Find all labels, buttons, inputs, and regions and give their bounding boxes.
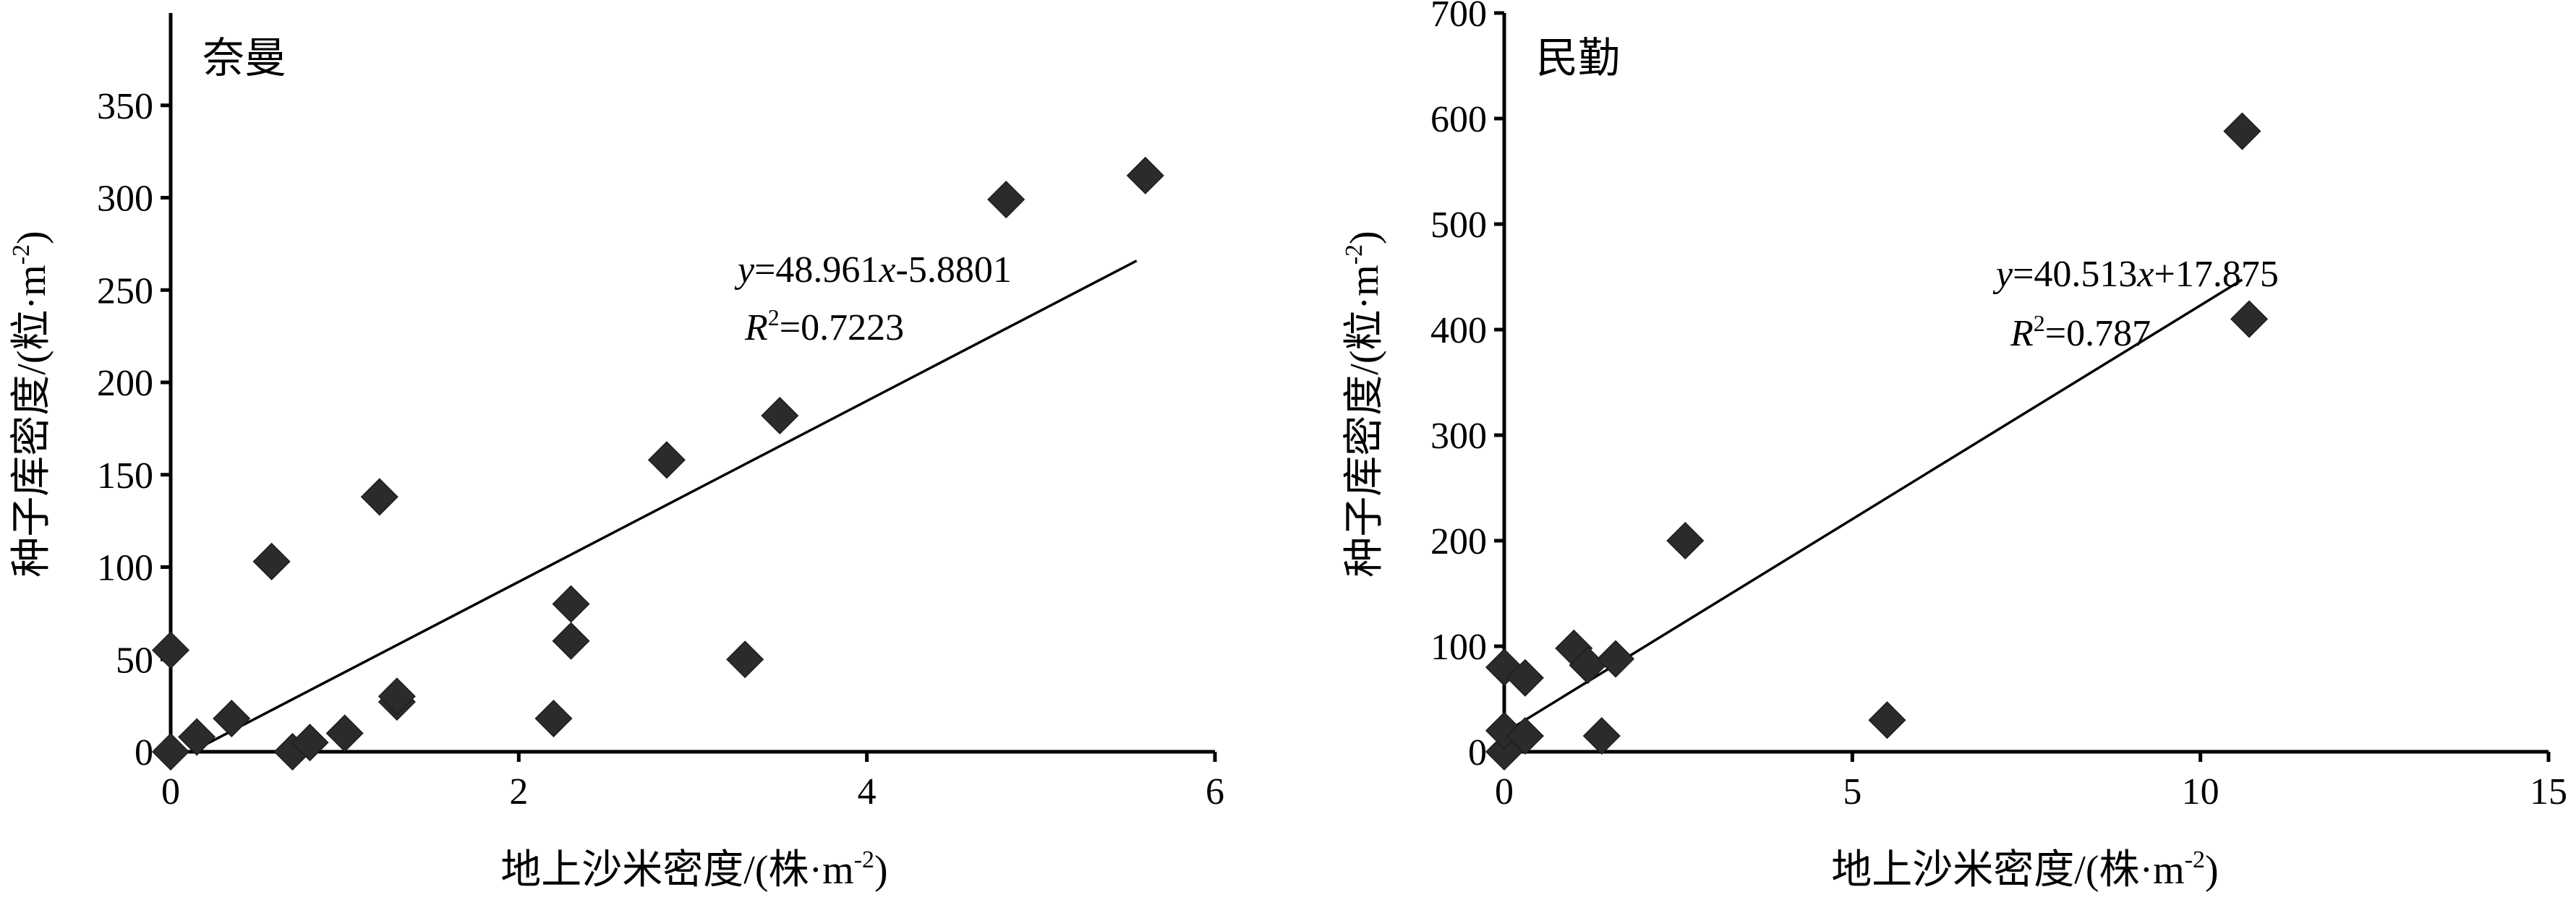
chart-1-y-tick-label: 50 <box>116 640 153 681</box>
chart-2-y-tick-label: 500 <box>1430 205 1487 246</box>
chart-2-x-tick-label: 0 <box>1495 771 1514 812</box>
chart-1-data-point <box>360 478 398 516</box>
chart-2-y-axis-title-sup: -2 <box>1341 244 1368 265</box>
chart-1-data-point <box>151 732 190 771</box>
chart-1-title: 奈曼 <box>202 35 286 82</box>
chart-1-data-point <box>1126 156 1164 194</box>
chart-1-y-tick-label: 100 <box>97 548 153 589</box>
chart-1-data-point <box>378 677 416 716</box>
chart-1-x-axis-title-sup: -2 <box>854 846 874 873</box>
chart-2-data-point <box>1582 717 1621 755</box>
chart-2-y-tick-label: 700 <box>1430 0 1487 35</box>
chart-1-data-point <box>726 640 764 679</box>
chart-2: 0 100 200 300 400 500 600 700 0 5 10 15 民勤地上沙米密度/(株·… <box>1341 0 2567 893</box>
chart-2-y-tick-label: 400 <box>1430 310 1487 351</box>
chart-2-data-point <box>1666 521 1705 560</box>
chart-1-y-tick-label: 0 <box>135 732 153 773</box>
chart-1-y-axis-title-tail: ) <box>9 231 54 244</box>
chart-1-y-tick-label: 250 <box>97 270 153 312</box>
chart-1-y-tick-label: 300 <box>97 179 153 220</box>
chart-1-data-point <box>151 631 190 669</box>
chart-2-r-squared: R2=0.787 <box>2010 310 2151 354</box>
chart-1-data-point <box>552 622 590 660</box>
chart-1-data-point <box>534 699 573 738</box>
chart-1-r2-value: =0.7223 <box>780 307 904 348</box>
chart-2-x-axis-title-tail: ) <box>2205 848 2219 893</box>
chart-2-data-point <box>1485 711 1524 750</box>
chart-1-r2-r: R <box>744 307 768 348</box>
chart-1-regression-equation: y=48.961x-5.8801 <box>734 249 1012 291</box>
chart-1-x-axis-title-tail: ) <box>874 848 888 893</box>
chart-2-y-tick-label: 100 <box>1430 627 1487 668</box>
chart-2-y-axis-title: 种子库密度/(粒·m-2) <box>1341 231 1387 577</box>
chart-2-eq-y: y <box>1992 254 2013 295</box>
chart-1-data-point <box>761 396 799 435</box>
chart-1-y-tick-label: 200 <box>97 363 153 404</box>
chart-2-data-point <box>2230 300 2269 338</box>
chart-2-data-point <box>1596 640 1635 678</box>
chart-2-x-axis-title: 地上沙米密度/(株·m-2) <box>1831 846 2218 893</box>
chart-2-eq-intercept: +17.875 <box>2154 254 2279 295</box>
chart-2-eq-x: x <box>2136 254 2154 295</box>
chart-1-eq-intercept: -5.8801 <box>896 249 1012 291</box>
chart-2-x-tick-label: 15 <box>2530 771 2567 812</box>
chart-2-eq-coef: =40.513 <box>2013 254 2137 295</box>
chart-1-r-squared: R2=0.7223 <box>744 304 904 348</box>
chart-2-data-point <box>1506 659 1544 697</box>
chart-2-y-tick-label: 200 <box>1430 521 1487 562</box>
chart-1-x-axis-title: 地上沙米密度/(株·m-2) <box>500 846 887 893</box>
chart-2-y-axis-title-main: 种子库密度/(粒·m <box>1342 265 1387 577</box>
chart-2-x-tick-label: 5 <box>1843 771 1861 812</box>
chart-1-data-point <box>987 180 1025 219</box>
chart-2-regression-equation: y=40.513x+17.875 <box>1992 254 2279 295</box>
chart-1-data-point <box>213 699 251 738</box>
chart-1-data-point <box>291 724 329 762</box>
chart-1-eq-coef: =48.961 <box>754 249 879 291</box>
chart-2-y-axis-title-tail: ) <box>1342 231 1387 244</box>
chart-1-data-point <box>252 542 291 580</box>
chart-2-x-axis-title-sup: -2 <box>2185 846 2205 873</box>
chart-2-data-point <box>1868 701 1906 739</box>
chart-1-x-axis-title-main: 地上沙米密度/(株·m <box>500 848 853 893</box>
chart-2-r2-sup: 2 <box>2034 310 2045 336</box>
chart-1-eq-x: x <box>878 249 895 291</box>
chart-2-x-axis-title-main: 地上沙米密度/(株·m <box>1831 848 2184 893</box>
chart-2-data-point <box>2223 112 2261 150</box>
chart-1-data-point <box>325 714 364 752</box>
chart-1-x-tick-label: 0 <box>161 771 180 812</box>
chart-1-x-tick-label: 6 <box>1206 771 1224 812</box>
chart-1-y-axis-title-sup: -2 <box>8 244 35 265</box>
chart-1-data-point <box>647 441 686 479</box>
chart-2-title: 民勤 <box>1536 35 1620 82</box>
chart-1-x-tick-label: 4 <box>858 771 877 812</box>
chart-1-y-tick-label: 150 <box>97 455 153 497</box>
chart-1-data-point <box>552 585 590 623</box>
chart-1-trendline <box>191 260 1138 753</box>
chart-2-x-tick-label: 10 <box>2182 771 2219 812</box>
chart-1-x-tick-label: 2 <box>509 771 528 812</box>
chart-1-y-tick-label: 350 <box>97 86 153 127</box>
chart-1-y-axis-title: 种子库密度/(粒·m-2) <box>8 231 54 577</box>
chart-2-y-tick-label: 600 <box>1430 99 1487 140</box>
chart-2-y-tick-label: 0 <box>1468 732 1487 773</box>
chart-1-y-axis-title-main: 种子库密度/(粒·m <box>9 265 54 577</box>
chart-1-r2-sup: 2 <box>768 304 780 330</box>
chart-2-y-tick-label: 300 <box>1430 416 1487 457</box>
chart-1-data-point <box>178 718 216 756</box>
chart-2-r2-value: =0.787 <box>2045 313 2151 354</box>
chart-2-r2-r: R <box>2010 313 2034 354</box>
chart-1-eq-y: y <box>734 249 755 291</box>
chart-2-data-point <box>1506 717 1544 755</box>
